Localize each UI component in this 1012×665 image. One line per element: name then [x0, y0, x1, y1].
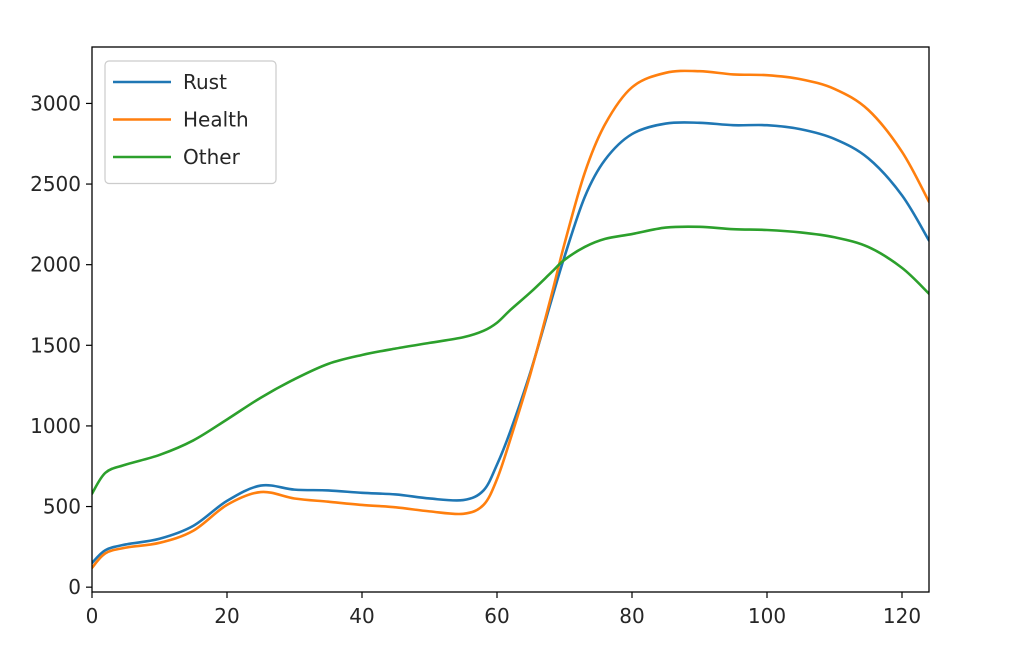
- series-layer: [92, 69, 929, 570]
- x-tick-label: 80: [619, 604, 644, 628]
- x-tick-label: 100: [748, 604, 786, 628]
- legend-label-rust: Rust: [183, 70, 227, 94]
- x-axis: 0 20 40 60 80 100 120: [86, 592, 921, 628]
- series-line-other: [92, 225, 929, 495]
- y-tick-label: 2000: [30, 253, 81, 277]
- y-tick-label: 1000: [30, 414, 81, 438]
- legend-label-other: Other: [183, 145, 241, 169]
- x-tick-label: 0: [86, 604, 99, 628]
- y-tick-label: 3000: [30, 91, 81, 115]
- legend-label-health: Health: [183, 108, 249, 132]
- series-line-health: [92, 69, 929, 570]
- y-axis: 0 500 1000 1500 2000 2500 3000: [30, 91, 92, 599]
- x-tick-label: 40: [349, 604, 374, 628]
- series-line-rust: [92, 121, 929, 565]
- plot-frame: [91, 46, 930, 593]
- x-tick-label: 60: [484, 604, 509, 628]
- x-tick-label: 20: [214, 604, 239, 628]
- x-tick-label: 120: [883, 604, 921, 628]
- y-tick-label: 2500: [30, 172, 81, 196]
- legend: Rust Health Other: [104, 60, 277, 185]
- legend-box: [104, 60, 277, 185]
- y-tick-label: 1500: [30, 333, 81, 357]
- y-tick-label: 0: [68, 575, 81, 599]
- y-tick-label: 500: [43, 495, 81, 519]
